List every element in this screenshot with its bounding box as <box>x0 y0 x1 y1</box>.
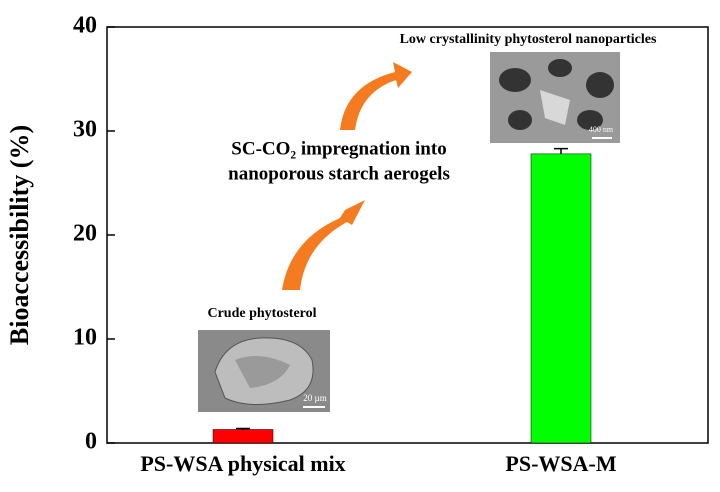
x-tick-label: PS-WSA-M <box>505 451 616 476</box>
bar <box>212 429 274 444</box>
y-tick-label: 40 <box>73 13 97 39</box>
y-tick-label: 30 <box>73 117 97 143</box>
y-tick-label: 20 <box>73 221 97 247</box>
sem-image-crude: 20 µm <box>198 330 330 412</box>
annotation: SC-CO₂ impregnation into <box>231 138 446 159</box>
annotation: Low crystallinity phytosterol nanopartic… <box>400 32 657 47</box>
sem-image-nano: 400 nm <box>490 52 620 143</box>
annotation: nanoporous starch aerogels <box>228 163 450 184</box>
y-tick-label: 10 <box>73 325 97 351</box>
bar <box>530 153 592 444</box>
annotation: Crude phytosterol <box>207 306 316 321</box>
scale-label: 400 nm <box>589 125 614 134</box>
error-bar <box>236 427 250 430</box>
scale-label: 20 µm <box>303 393 326 403</box>
x-tick-label: PS-WSA physical mix <box>140 451 345 476</box>
y-axis-label: Bioaccessibility (%) <box>5 125 34 345</box>
error-bar <box>554 147 568 154</box>
y-tick-label: 0 <box>85 429 97 455</box>
process-arrows <box>282 62 412 290</box>
